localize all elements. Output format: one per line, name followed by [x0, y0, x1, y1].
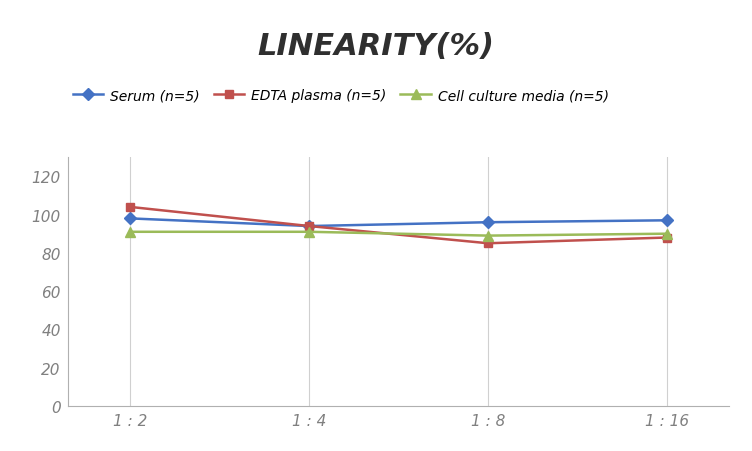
EDTA plasma (n=5) — [305, 224, 314, 229]
Text: LINEARITY(%): LINEARITY(%) — [257, 32, 495, 60]
Serum (n=5) — [484, 220, 493, 226]
Cell culture media (n=5) — [305, 230, 314, 235]
Line: EDTA plasma (n=5): EDTA plasma (n=5) — [126, 203, 671, 248]
Cell culture media (n=5) — [484, 233, 493, 239]
Line: Cell culture media (n=5): Cell culture media (n=5) — [126, 227, 672, 241]
Serum (n=5) — [663, 218, 672, 224]
Legend: Serum (n=5), EDTA plasma (n=5), Cell culture media (n=5): Serum (n=5), EDTA plasma (n=5), Cell cul… — [67, 83, 614, 109]
Cell culture media (n=5) — [663, 231, 672, 237]
Cell culture media (n=5) — [126, 230, 135, 235]
Line: Serum (n=5): Serum (n=5) — [126, 215, 671, 231]
EDTA plasma (n=5) — [663, 235, 672, 241]
EDTA plasma (n=5) — [126, 205, 135, 210]
Serum (n=5) — [305, 224, 314, 229]
EDTA plasma (n=5) — [484, 241, 493, 246]
Serum (n=5) — [126, 216, 135, 221]
